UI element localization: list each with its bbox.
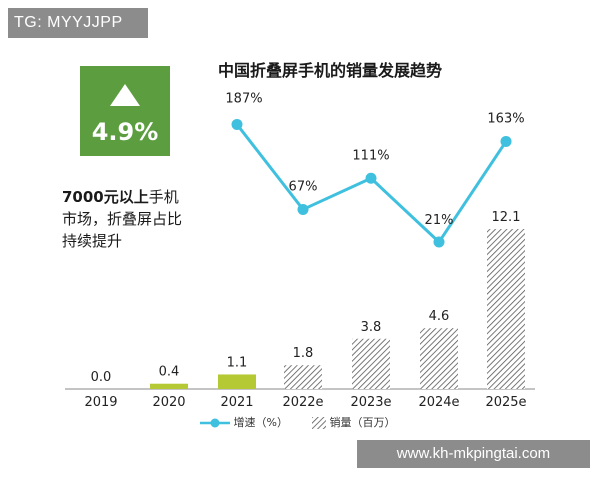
- bar-label-2020: 0.4: [159, 365, 180, 380]
- growth-label-2025e: 163%: [487, 111, 524, 126]
- bar-label-2024e: 4.6: [429, 309, 450, 324]
- growth-label-2023e: 111%: [352, 148, 389, 163]
- growth-callout-box: 4.9%: [80, 66, 170, 156]
- bar-2021: [218, 374, 256, 389]
- legend-label-growth: 增速（%）: [233, 416, 288, 429]
- note-bold: 7000元以上: [62, 188, 149, 206]
- bar-2022e: [284, 365, 322, 389]
- legend-line-dot-icon: [200, 418, 230, 428]
- legend-hatched-box-icon: [312, 417, 326, 429]
- bar-label-2023e: 3.8: [361, 320, 382, 335]
- bar-2024e: [420, 328, 458, 389]
- bar-2020: [150, 383, 188, 389]
- up-triangle-icon: [110, 84, 140, 106]
- x-tick-2020: 2020: [152, 395, 185, 410]
- growth-point-2024e: [433, 236, 445, 248]
- note-line3: 持续提升: [62, 232, 123, 250]
- x-tick-2025e: 2025e: [485, 395, 526, 410]
- x-tick-2023e: 2023e: [350, 395, 391, 410]
- growth-point-2025e: [500, 135, 512, 147]
- x-tick-2024e: 2024e: [418, 395, 459, 410]
- x-tick-2021: 2021: [220, 395, 253, 410]
- x-tick-2019: 2019: [84, 395, 117, 410]
- growth-point-2023e: [365, 172, 377, 184]
- legend-item-sales: 销量（百万）: [312, 414, 396, 430]
- growth-label-2022e: 67%: [289, 179, 318, 194]
- legend-item-growth: 增速（%）: [200, 414, 288, 430]
- callout-value: 4.9%: [91, 118, 159, 146]
- growth-label-2021: 187%: [225, 91, 262, 106]
- note-line2: 市场，折叠屏占比: [62, 210, 183, 228]
- bar-2023e: [352, 338, 390, 389]
- note-rest: 手机: [148, 188, 179, 206]
- x-tick-2022e: 2022e: [282, 395, 323, 410]
- bar-2025e: [487, 229, 525, 389]
- bar-label-2025e: 12.1: [492, 210, 521, 225]
- growth-label-2024e: 21%: [425, 213, 454, 228]
- growth-point-2021: [231, 118, 243, 130]
- watermark-top: TG: MYYJJPP: [8, 8, 148, 38]
- bar-label-2021: 1.1: [227, 355, 248, 370]
- growth-point-2022e: [297, 203, 309, 215]
- callout-note: 7000元以上手机 市场，折叠屏占比 持续提升: [62, 186, 222, 252]
- legend-label-sales: 销量（百万）: [329, 416, 396, 429]
- watermark-bottom: www.kh-mkpingtai.com: [357, 440, 590, 468]
- bar-label-2022e: 1.8: [293, 346, 314, 361]
- bar-label-2019: 0.0: [91, 370, 112, 385]
- chart-title: 中国折叠屏手机的销量发展趋势: [218, 61, 443, 80]
